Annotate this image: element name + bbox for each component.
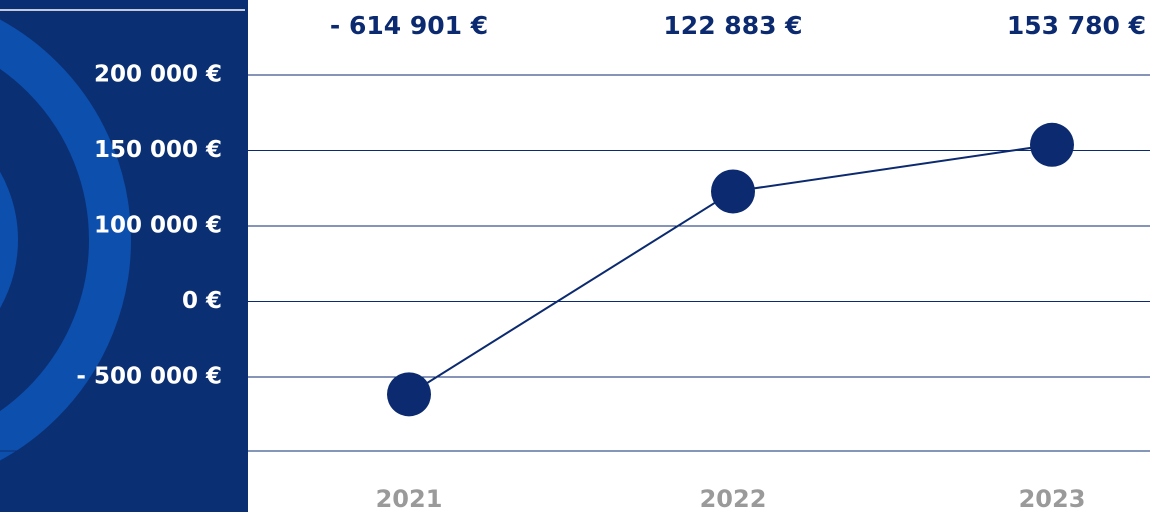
value-label: 153 780 €: [1007, 11, 1146, 40]
decoration: [0, 19, 131, 461]
value-label: - 614 901 €: [330, 11, 488, 40]
y-tick-label: 150 000 €: [94, 137, 222, 163]
y-tick-label: 0 €: [182, 288, 222, 314]
y-tick-label: - 500 000 €: [76, 364, 222, 390]
x-tick-label: 2021: [376, 485, 443, 512]
y-tick-label: 200 000 €: [94, 62, 222, 88]
point: [387, 372, 431, 417]
x-tick-label: 2023: [1019, 485, 1086, 512]
point: [1030, 122, 1074, 167]
point: [711, 169, 755, 214]
x-tick-label: 2022: [700, 485, 767, 512]
value-label: 122 883 €: [663, 11, 802, 40]
y-tick-label: 100 000 €: [94, 213, 222, 239]
